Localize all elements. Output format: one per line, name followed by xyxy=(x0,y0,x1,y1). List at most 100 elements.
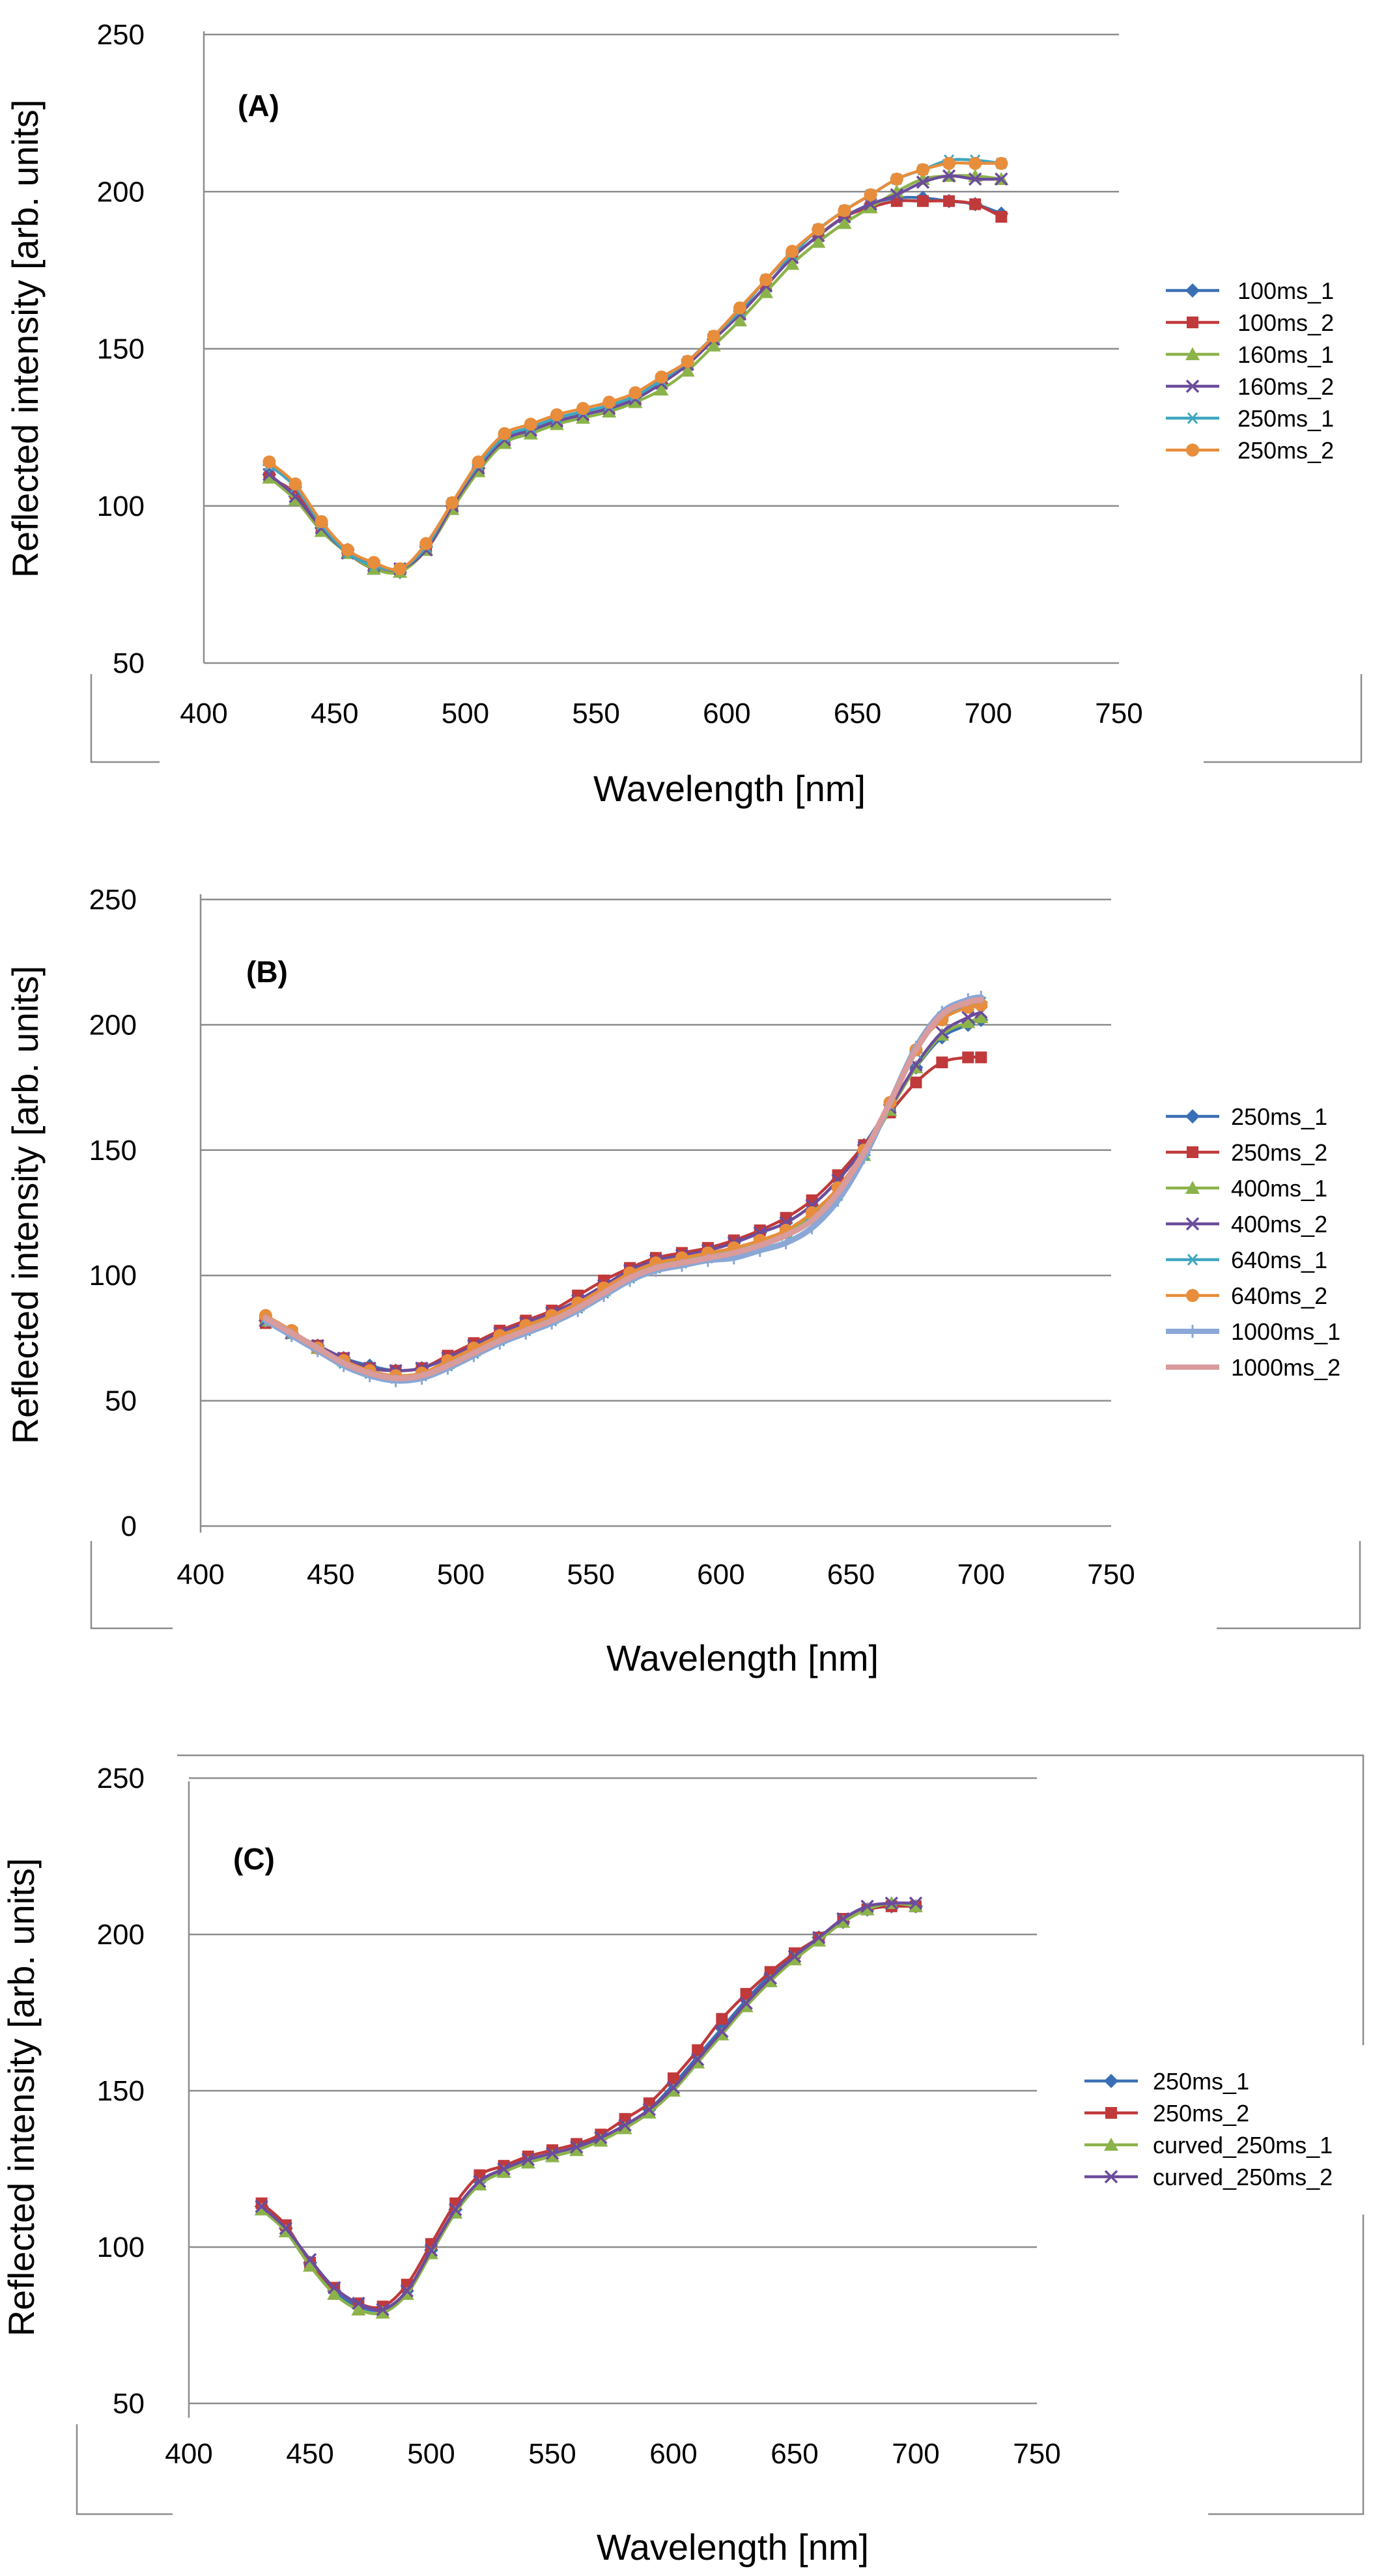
panel-b-legend-marker xyxy=(1185,1217,1200,1231)
panel-c-point-curved_250ms_2 xyxy=(836,1912,850,1926)
panel-a-point-250ms_2 xyxy=(733,301,746,315)
panel-a-line-160ms_1 xyxy=(268,174,1003,575)
panel-c-x-tick-label: 400 xyxy=(165,2438,212,2470)
panel-a-legend-item-160ms_2: 160ms_2 xyxy=(1166,373,1334,400)
panel-c-point-curved_250ms_2 xyxy=(715,2024,729,2039)
panel-b-legend-item-400ms_2: 400ms_2 xyxy=(1166,1211,1327,1238)
panel-a-point-160ms_1 xyxy=(811,234,826,248)
panel-c: (C) Wavelength [nm] Reflected intensity … xyxy=(1,1754,1365,2568)
panel-a-y-axis-title: Reflected intensity [arb. units] xyxy=(5,100,46,578)
panel-c-label: (C) xyxy=(233,1842,275,1876)
panel-b-legend-item-640ms_1: 640ms_1 xyxy=(1166,1247,1327,1273)
panel-c-point-curved_250ms_1 xyxy=(787,1952,802,1966)
panel-b-line-400ms_2 xyxy=(264,1010,983,1372)
panel-b-y-axis-title: Reflected intensity [arb. units] xyxy=(5,966,46,1445)
panel-c-point-curved_250ms_2 xyxy=(521,2153,535,2166)
panel-c-point-curved_250ms_1 xyxy=(642,2105,657,2119)
panel-a-y-tick-label: 50 xyxy=(113,647,145,679)
panel-a-label: (A) xyxy=(238,89,279,122)
panel-a-point-250ms_2 xyxy=(393,562,407,576)
panel-a-legend-label: 100ms_2 xyxy=(1238,309,1334,336)
panel-b-legend-marker xyxy=(1185,1181,1200,1194)
panel-c-y-tick-label: 50 xyxy=(113,2388,145,2420)
panel-c-x-tick-label: 600 xyxy=(649,2438,697,2470)
panel-b-legend-marker xyxy=(1189,1325,1196,1338)
panel-a-legend-marker xyxy=(1186,412,1199,424)
panel-a-series-160ms_2 xyxy=(262,169,1008,576)
panel-a-y-tick-label: 100 xyxy=(97,490,145,522)
panel-b-legend-item-640ms_2: 640ms_2 xyxy=(1166,1282,1327,1309)
panel-a-legend-marker xyxy=(1185,379,1200,393)
panel-a-point-160ms_2 xyxy=(890,188,904,202)
panel-c-point-curved_250ms_1 xyxy=(327,2287,342,2300)
panel-b-line-1000ms_2 xyxy=(262,997,984,1381)
panel-b-legend-marker xyxy=(1187,1146,1198,1158)
panel-a-legend-marker xyxy=(1186,444,1199,457)
panel-c-point-curved_250ms_2 xyxy=(812,1931,826,1945)
panel-a-legend-item-250ms_2: 250ms_2 xyxy=(1166,437,1334,464)
panel-c-frame xyxy=(76,1754,1365,2515)
panel-a-y-tick-label: 200 xyxy=(97,176,145,208)
panel-b-series-400ms_2 xyxy=(259,1005,988,1378)
panel-b-point-400ms_1 xyxy=(961,1015,976,1028)
panel-a-point-250ms_2 xyxy=(472,455,485,469)
panel-c-point-250ms_2 xyxy=(692,2044,704,2056)
panel-a-legend-marker xyxy=(1187,317,1198,328)
panel-b-series-1000ms_1 xyxy=(262,991,985,1387)
panel-a-point-250ms_2 xyxy=(707,330,720,343)
panel-c-point-curved_250ms_1 xyxy=(351,2302,366,2315)
panel-a-legend-label: 100ms_1 xyxy=(1238,277,1334,304)
panel-b-x-tick-label: 700 xyxy=(957,1559,1005,1591)
panel-c-point-curved_250ms_2 xyxy=(424,2243,438,2258)
panel-a-point-250ms_2 xyxy=(550,408,563,421)
panel-c-point-curved_250ms_2 xyxy=(763,1971,778,1985)
panel-a-point-250ms_2 xyxy=(289,477,302,490)
panel-a-point-250ms_2 xyxy=(629,386,642,400)
panel-c-x-axis-title: Wavelength [nm] xyxy=(597,2526,869,2568)
panel-b-line-640ms_2 xyxy=(264,1003,983,1378)
panel-c-point-curved_250ms_1 xyxy=(303,2258,317,2272)
panel-a-series-250ms_1 xyxy=(262,154,1008,575)
panel-b-y-tick-label: 250 xyxy=(89,884,137,916)
panel-c-point-curved_250ms_1 xyxy=(763,1974,778,1987)
panel-b-legend-label: 1000ms_2 xyxy=(1231,1354,1340,1381)
panel-c-point-curved_250ms_2 xyxy=(279,2221,293,2235)
panel-c-point-curved_250ms_1 xyxy=(617,2121,632,2134)
panel-c-point-curved_250ms_2 xyxy=(690,2052,705,2067)
panel-c-legend-item-250ms_2: 250ms_2 xyxy=(1084,2100,1249,2127)
panel-a-point-160ms_1 xyxy=(706,338,721,352)
panel-a-y-tick-label: 150 xyxy=(97,333,145,365)
panel-a-point-160ms_2 xyxy=(995,172,1008,186)
panel-a-legend-label: 250ms_1 xyxy=(1238,405,1334,432)
panel-c-point-curved_250ms_2 xyxy=(666,2080,681,2095)
panel-c-line-curved_250ms_2 xyxy=(260,1901,918,2312)
panel-c-point-curved_250ms_1 xyxy=(496,2164,511,2178)
panel-b-y-tick-label: 50 xyxy=(105,1385,137,1417)
panel-c-point-curved_250ms_2 xyxy=(642,2102,657,2117)
panel-c-point-curved_250ms_1 xyxy=(520,2155,535,2169)
panel-a-point-250ms_2 xyxy=(942,156,956,170)
panel-b-line-1000ms_1 xyxy=(262,994,984,1384)
panel-b-series-250ms_1 xyxy=(258,1012,989,1378)
panel-b-y-tick-label: 100 xyxy=(89,1260,137,1292)
panel-c-series-250ms_2 xyxy=(255,1900,922,2313)
panel-c-legend-label: 250ms_1 xyxy=(1153,2068,1249,2095)
panel-c-point-curved_250ms_2 xyxy=(303,2252,317,2267)
panel-a-series-100ms_2 xyxy=(263,195,1008,575)
panel-a-point-250ms_2 xyxy=(419,537,433,550)
panel-a-x-tick-label: 450 xyxy=(311,698,358,729)
panel-a-legend-item-250ms_1: 250ms_1 xyxy=(1166,405,1334,432)
panel-c-point-curved_250ms_2 xyxy=(739,1996,753,2010)
panel-c-point-curved_250ms_2 xyxy=(497,2162,511,2176)
panel-b-x-tick-label: 450 xyxy=(307,1559,354,1591)
panel-a-series-160ms_1 xyxy=(262,169,1009,578)
panel-b-frame xyxy=(90,1541,1361,1630)
panel-b-line-400ms_1 xyxy=(264,1015,983,1378)
panel-b-point-400ms_2 xyxy=(935,1025,949,1040)
panel-a-frame xyxy=(90,674,1363,763)
panel-a-point-160ms_2 xyxy=(968,172,982,186)
panel-a-point-100ms_2 xyxy=(943,195,955,207)
panel-a-point-160ms_1 xyxy=(602,404,617,418)
panel-a-point-160ms_1 xyxy=(576,410,591,424)
